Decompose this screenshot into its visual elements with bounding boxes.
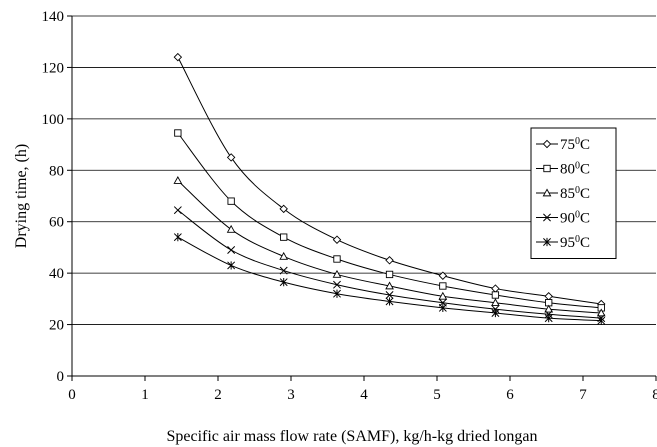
y-tick-label-120: 120 (42, 60, 65, 76)
point-85-3 (332, 269, 342, 278)
point-90-1 (227, 246, 236, 254)
legend-marker-85 (542, 188, 552, 197)
legend-marker-90 (543, 213, 551, 222)
series-90 (173, 206, 606, 323)
legend: 750C 800C 850C 900C 950C (530, 127, 617, 259)
x-tick-label-2: 2 (214, 387, 222, 403)
tick-labels: 0 20 40 60 80 100 120 140 0 1 2 3 4 5 6 7 8 (42, 9, 657, 403)
x-tick-label-5: 5 (433, 387, 441, 403)
point-95-8 (597, 316, 606, 325)
point-90-2 (279, 266, 288, 275)
point-75-2 (279, 204, 288, 214)
point-75-6 (491, 284, 500, 293)
y-tick-label-140: 140 (42, 9, 65, 25)
legend-marker-80 (543, 164, 551, 173)
series-95 (173, 233, 606, 325)
point-90-0 (173, 206, 182, 215)
point-95-5 (438, 303, 447, 312)
point-80-1 (227, 197, 235, 205)
legend-label-90: 900C (560, 209, 590, 227)
point-85-7 (544, 304, 554, 313)
point-95-3 (333, 289, 341, 298)
legend-label-80: 800C (560, 160, 590, 178)
x-tick-label-8: 8 (652, 387, 657, 403)
point-95-7 (544, 314, 553, 323)
grid-lines (72, 15, 656, 325)
point-80-0 (174, 129, 182, 137)
point-75-4 (385, 256, 394, 265)
legend-label-75: 750C (560, 136, 590, 154)
point-95-6 (491, 308, 500, 318)
x-tick-label-4: 4 (360, 387, 368, 403)
legend-entry-85: 850C (536, 185, 590, 203)
point-80-3 (333, 255, 341, 263)
point-85-4 (385, 281, 394, 290)
point-80-4 (385, 270, 394, 279)
point-85-0 (173, 176, 183, 184)
point-75-7 (544, 292, 553, 301)
legend-label-95: 950C (560, 234, 590, 252)
legend-label-85: 850C (560, 185, 590, 203)
x-axis-title: Specific air mass flow rate (SAMF), kg/h… (166, 428, 537, 445)
point-75-1 (226, 153, 236, 162)
y-tick-label-20: 20 (49, 318, 64, 334)
y-tick-label-0: 0 (57, 369, 65, 385)
point-85-2 (279, 251, 289, 260)
legend-marker-75 (542, 139, 552, 149)
point-95-2 (279, 278, 288, 287)
series-75 (173, 52, 606, 309)
point-80-2 (280, 233, 288, 241)
legend-entry-75: 750C (536, 136, 590, 154)
x-tick-label-6: 6 (506, 387, 514, 403)
point-75-0 (173, 52, 183, 62)
series-80 (174, 129, 605, 312)
series-layer (173, 52, 606, 325)
legend-entry-95: 950C (536, 234, 590, 252)
point-95-1 (227, 261, 236, 270)
axes (67, 15, 657, 381)
x-tick-label-1: 1 (141, 387, 149, 403)
legend-entry-90: 900C (536, 209, 590, 227)
point-80-6 (491, 291, 500, 299)
x-tick-label-3: 3 (287, 387, 295, 403)
point-85-8 (596, 308, 606, 317)
point-95-0 (173, 233, 182, 242)
y-tick-label-80: 80 (49, 163, 64, 179)
y-tick-label-40: 40 (49, 266, 64, 282)
y-tick-label-100: 100 (42, 112, 65, 128)
x-tick-label-0: 0 (68, 387, 76, 403)
point-90-4 (385, 291, 394, 299)
point-80-5 (439, 282, 447, 290)
point-75-3 (332, 235, 342, 244)
legend-marker-95 (543, 237, 551, 247)
point-95-4 (385, 297, 394, 306)
y-axis-title: Drying time, (h) (13, 144, 30, 248)
point-85-1 (226, 224, 236, 233)
point-90-3 (333, 280, 341, 289)
x-tick-label-7: 7 (579, 387, 587, 403)
point-85-6 (491, 298, 500, 307)
point-85-5 (438, 291, 448, 300)
point-75-5 (438, 271, 448, 280)
y-tick-label-60: 60 (49, 215, 64, 231)
legend-entry-80: 800C (536, 160, 590, 178)
series-85 (173, 176, 606, 317)
